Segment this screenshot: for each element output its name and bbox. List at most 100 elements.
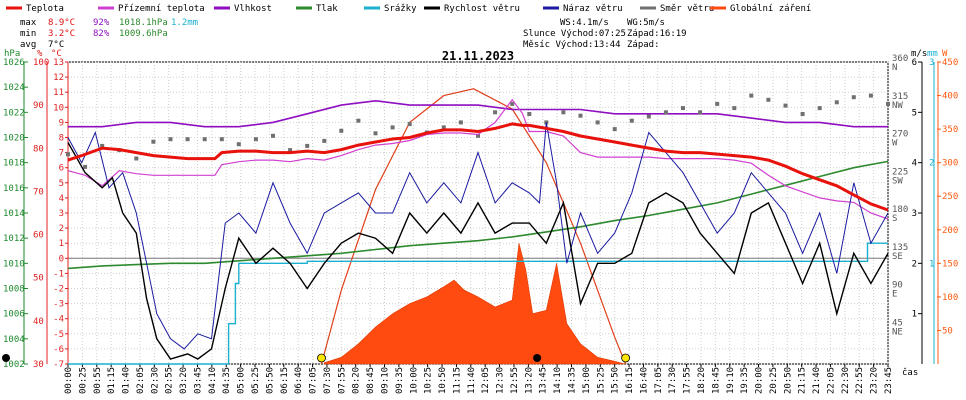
series-humidity xyxy=(68,99,888,128)
info-moonrise: Měsíc Východ:13:44 xyxy=(523,40,621,50)
tick-label-mm: 2 xyxy=(929,159,934,169)
wind-direction-point xyxy=(100,143,105,148)
tick-label-hpa: 1004 xyxy=(3,335,25,345)
tick-label-time: 21:40 xyxy=(812,367,822,394)
tick-label-ms: 6 xyxy=(912,58,917,68)
tick-label-dir: 225 xyxy=(892,167,908,177)
wind-direction-point xyxy=(595,120,600,125)
tick-label-degc: 1 xyxy=(59,239,64,249)
wind-direction-point xyxy=(749,93,754,98)
tick-label-hpa: 1020 xyxy=(3,134,25,144)
wind-direction-point xyxy=(698,110,703,115)
tick-label-time: 16:15 xyxy=(625,367,635,394)
stats-humidity: 82% xyxy=(93,29,110,39)
axis-unit-hpa: hPa xyxy=(4,49,20,59)
tick-label-time: 15:25 xyxy=(596,367,606,394)
wind-direction-point xyxy=(83,164,88,169)
tick-label-degc: -3 xyxy=(53,300,64,310)
tick-label-time: 20:50 xyxy=(783,367,793,394)
tick-label-degc: 2 xyxy=(59,224,64,234)
tick-label-time: 02:30 xyxy=(150,367,160,394)
tick-label-ms: 4 xyxy=(912,159,917,169)
plot-area xyxy=(2,88,890,365)
tick-label-time: 01:15 xyxy=(107,367,117,394)
tick-label-hpa: 1010 xyxy=(3,259,25,269)
wind-direction-point xyxy=(322,138,327,143)
tick-label-dir-name: NW xyxy=(892,101,903,111)
wind-direction-point xyxy=(407,122,412,127)
tick-label-time: 13:45 xyxy=(539,367,549,394)
legend-label: Globální záření xyxy=(730,4,811,14)
tick-label-degc: 5 xyxy=(59,179,64,189)
stats-label: max xyxy=(20,18,37,28)
legend-label: Teplota xyxy=(26,4,64,14)
tick-label-time: 14:35 xyxy=(568,367,578,394)
legend-label: Směr větru xyxy=(660,4,714,14)
wind-direction-point xyxy=(390,125,395,130)
stats-temp: 8.9°C xyxy=(48,18,75,28)
tick-label-degc: 13 xyxy=(53,58,64,68)
wind-direction-point xyxy=(288,148,293,153)
tick-label-wm2: 50 xyxy=(942,326,953,336)
tick-label-time: 04:35 xyxy=(222,367,232,394)
tick-label-wm2: 100 xyxy=(942,293,958,303)
tick-label-ms: 3 xyxy=(912,209,917,219)
wind-direction-point xyxy=(134,156,139,161)
wind-direction-point xyxy=(458,120,463,125)
series-wind-speed xyxy=(67,142,889,360)
tick-label-hpa: 1022 xyxy=(3,108,25,118)
wind-direction-point xyxy=(527,112,532,116)
tick-label-wm2: 350 xyxy=(942,125,958,135)
series-radiation-theoretical xyxy=(320,88,627,365)
legend-label: Srážky xyxy=(384,4,417,14)
tick-label-time: 18:45 xyxy=(711,367,721,394)
tick-label-dir: 90 xyxy=(892,281,903,291)
legend-label: Náraz větru xyxy=(563,4,623,14)
wind-direction-point xyxy=(766,97,771,102)
tick-label-degc: 0 xyxy=(59,254,64,264)
tick-label-pct: 100 xyxy=(33,58,49,68)
tick-label-degc: -7 xyxy=(53,360,64,370)
axis-unit-pct: % xyxy=(37,49,43,59)
tick-label-wm2: 200 xyxy=(942,226,958,236)
stats-temp: 7°C xyxy=(48,40,64,50)
tick-label-degc: 4 xyxy=(59,194,64,204)
tick-label-time: 13:20 xyxy=(524,367,534,394)
wind-direction-point xyxy=(493,110,498,115)
wind-direction-point xyxy=(476,133,480,138)
tick-label-hpa: 1016 xyxy=(3,184,25,194)
moon-icon xyxy=(2,354,10,362)
wind-direction-point xyxy=(219,137,224,142)
tick-label-time: 06:15 xyxy=(280,367,290,394)
tick-label-hpa: 1012 xyxy=(3,234,25,244)
tick-label-time: 22:05 xyxy=(826,367,836,394)
wind-direction-point xyxy=(681,106,685,111)
tick-label-time: 17:55 xyxy=(683,367,693,394)
tick-label-time: 10:50 xyxy=(438,367,448,394)
moonrise-icon xyxy=(533,354,542,362)
tick-label-wm2: 400 xyxy=(942,92,958,102)
tick-label-pct: 30 xyxy=(33,360,44,370)
tick-label-time: 22:55 xyxy=(855,367,865,394)
tick-label-dir-name: N xyxy=(892,63,897,73)
tick-label-time: 05:50 xyxy=(265,367,275,394)
tick-label-pct: 70 xyxy=(33,187,44,197)
chart-axes: hPa% °C m/s mm Wčas1002100410061008101010121… xyxy=(3,49,958,394)
tick-label-degc: 3 xyxy=(59,209,64,219)
tick-label-time: 06:40 xyxy=(294,367,304,394)
stats-rain: 1.2mm xyxy=(171,18,198,28)
wind-direction-point xyxy=(715,101,720,106)
wind-direction-point xyxy=(441,125,446,130)
tick-label-hpa: 1002 xyxy=(3,360,25,370)
tick-label-hpa: 1006 xyxy=(3,310,25,320)
tick-label-time: 18:20 xyxy=(697,367,707,394)
tick-label-time: 01:40 xyxy=(122,367,132,394)
axis-unit-degc: °C xyxy=(51,49,62,59)
tick-label-ms: 2 xyxy=(912,259,917,269)
tick-label-pct: 60 xyxy=(33,231,44,241)
wind-direction-point xyxy=(868,93,873,98)
tick-label-degc: -4 xyxy=(53,315,64,325)
sunset-icon xyxy=(621,353,630,363)
legend-label: Rychlost větru xyxy=(444,4,520,14)
